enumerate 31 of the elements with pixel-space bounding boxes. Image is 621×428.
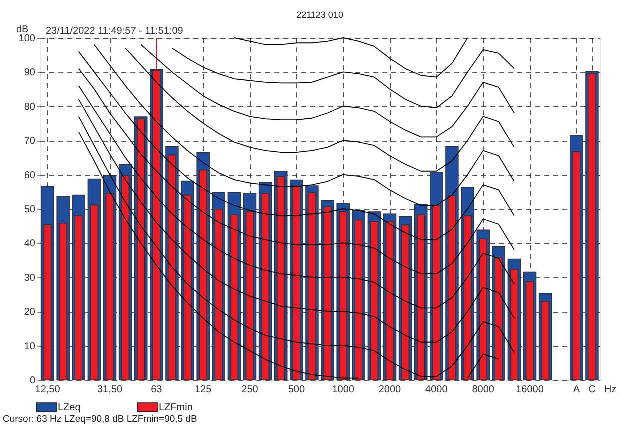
legend-label: LZFmin bbox=[159, 402, 193, 414]
y-tick-label: 100 bbox=[18, 34, 36, 44]
x-tick-label: 8000 bbox=[472, 384, 495, 396]
y-axis-title: dB bbox=[16, 24, 30, 36]
x-tick-label: 16000 bbox=[516, 384, 544, 396]
y-tick-label: 20 bbox=[24, 307, 36, 318]
x-tick-label: A bbox=[573, 384, 580, 396]
y-tick-label: 40 bbox=[24, 238, 36, 250]
y-tick-label: 80 bbox=[24, 102, 36, 113]
x-tick-label: 12,50 bbox=[35, 384, 61, 396]
x-tick-label: 63 bbox=[151, 384, 163, 396]
x-tick-label: 4000 bbox=[426, 384, 448, 396]
x-tick-label: C bbox=[588, 384, 596, 396]
y-tick-label: 90 bbox=[24, 68, 36, 79]
x-tick-label: 2000 bbox=[378, 384, 402, 396]
y-tick-label: 50 bbox=[24, 204, 36, 216]
y-tick-label: 70 bbox=[24, 136, 36, 148]
y-tick-label: 30 bbox=[24, 272, 36, 284]
chart-title: 221123 010 bbox=[296, 10, 344, 20]
y-tick-label: 0 bbox=[30, 376, 36, 386]
x-tick-label: 500 bbox=[288, 384, 306, 396]
legend-label: LZeq bbox=[58, 402, 81, 414]
x-tick-label: 31,50 bbox=[97, 384, 123, 396]
x-axis-title: Hz bbox=[604, 384, 617, 396]
x-tick-label: 250 bbox=[242, 384, 259, 396]
x-tick-label: 125 bbox=[194, 384, 212, 396]
y-tick-label: 10 bbox=[24, 341, 36, 352]
x-tick-label: 1000 bbox=[332, 384, 355, 396]
chart-subtitle: 23/11/2022 11:49:57 - 11:51:09 bbox=[46, 26, 184, 37]
y-tick-label: 60 bbox=[24, 170, 36, 182]
text: Cursor: 63 Hz LZeq=90,8 dB LZFmin=90,5 dB bbox=[3, 414, 198, 425]
